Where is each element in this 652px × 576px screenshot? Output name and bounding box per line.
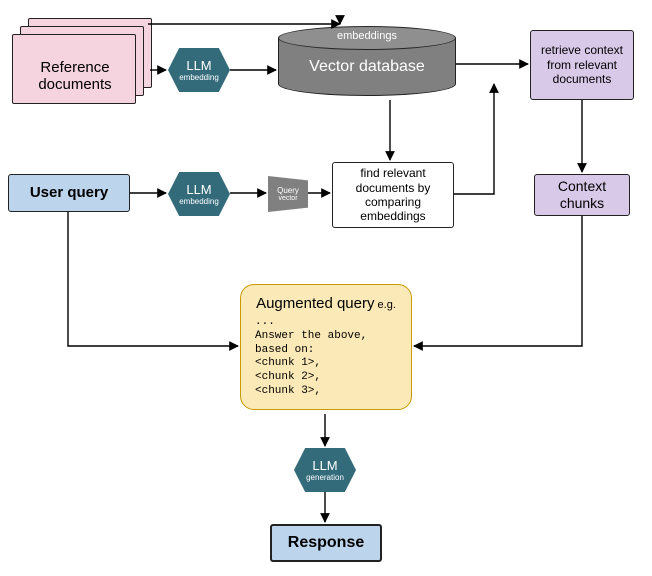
query-vector-main: Query — [277, 186, 299, 195]
augmented-query-node: Augmented query e.g. ... Answer the abov… — [240, 284, 412, 410]
reference-documents-label: Reference documents — [19, 59, 131, 93]
llm-embed1-main: LLM — [186, 58, 211, 73]
vector-database-node: embeddings Vector database — [278, 38, 456, 96]
find-relevant-node: find relevant documents by comparing emb… — [332, 162, 454, 228]
reference-documents-node: Reference documents — [12, 18, 152, 102]
vector-db-main-label: Vector database — [278, 58, 456, 76]
retrieve-context-node: retrieve context from relevant documents — [530, 30, 634, 100]
user-query-node: User query — [8, 174, 130, 212]
llm-embed1-sub: embedding — [179, 73, 219, 82]
query-vector-node: Query vector — [268, 176, 308, 212]
llm-embed2-main: LLM — [186, 182, 211, 197]
llm-embedding-hex-2: LLM embedding — [168, 172, 230, 216]
query-vector-sub: vector — [278, 195, 297, 202]
llm-generation-hex: LLM generation — [294, 448, 356, 492]
llm-embed2-sub: embedding — [179, 197, 219, 206]
augmented-query-eg: e.g. — [375, 299, 396, 311]
llm-embedding-hex-1: LLM embedding — [168, 48, 230, 92]
augmented-query-code: ... Answer the above, based on: <chunk 1… — [255, 316, 397, 399]
augmented-query-title: Augmented query — [256, 295, 374, 312]
llm-gen-sub: generation — [306, 473, 344, 482]
llm-gen-main: LLM — [312, 458, 337, 473]
response-node: Response — [270, 524, 382, 562]
context-chunks-node: Context chunks — [534, 174, 630, 216]
vector-db-top-label: embeddings — [278, 30, 456, 42]
